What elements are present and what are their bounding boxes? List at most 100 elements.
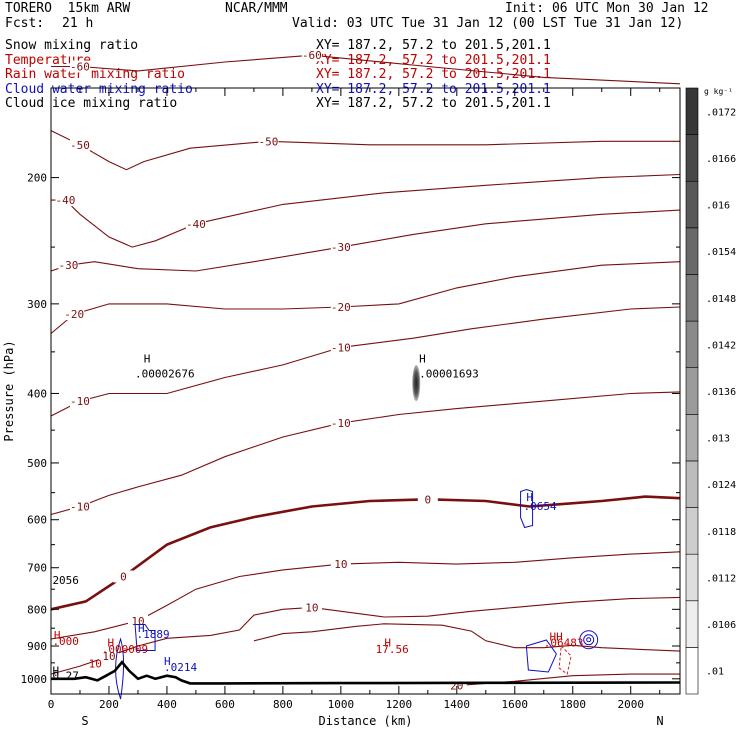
colorbar-label: .0118: [706, 527, 736, 538]
contour-label: 0: [120, 571, 127, 584]
colorbar-label: .0154: [706, 247, 736, 258]
extremum-label: H: [144, 352, 151, 365]
contour-label: 10: [305, 601, 318, 614]
x-tick-label: 800: [273, 698, 293, 711]
colorbar-label: .0142: [706, 340, 736, 351]
extremum-label: .00002676: [135, 367, 195, 380]
y-tick-label: 600: [27, 514, 47, 527]
extremum-label: 2056: [52, 574, 79, 587]
extremum-label: H: [138, 622, 145, 635]
contour-label: 10: [102, 650, 115, 663]
south-label: S: [81, 714, 88, 728]
y-axis-label: Pressure (hPa): [2, 340, 16, 441]
colorbar-label: .0148: [706, 294, 736, 305]
contour-label: -30: [331, 241, 351, 254]
contour-label-bg: [330, 558, 351, 571]
contour-label: -60: [70, 61, 90, 74]
extremum-label: .00001693: [419, 367, 479, 380]
colorbar-label: .0106: [706, 620, 736, 631]
temperature-contour: [50, 261, 681, 334]
y-tick-label: 500: [27, 457, 47, 470]
colorbar-label: .01: [706, 667, 724, 678]
contour-label: -60: [302, 49, 322, 62]
extremum-label: .06483: [544, 637, 584, 650]
colorbar-label: .013: [706, 434, 730, 445]
field-name: Rain water mixing ratio: [5, 67, 186, 82]
extremum-label: H: [164, 655, 171, 668]
contour-label-bg: [301, 49, 322, 62]
temperature-contour: [50, 495, 681, 611]
extremum-label: HH: [550, 630, 563, 643]
north-label: N: [656, 714, 663, 728]
colorbar-segment: [685, 414, 699, 462]
cloud-water-contour: [583, 634, 595, 646]
temperature-contour: [51, 173, 681, 248]
x-tick-label: 1800: [560, 698, 587, 711]
x-tick-label: 1600: [502, 698, 529, 711]
y-tick-label: 700: [27, 562, 47, 575]
temperature-contour: [50, 596, 681, 675]
contour-label: 0: [425, 493, 432, 506]
contour-label-bg: [301, 601, 322, 614]
field-name: Cloud ice mixing ratio: [5, 96, 178, 111]
temperature-contour: [50, 130, 680, 171]
contour-label: -10: [331, 341, 351, 354]
x-tick-label: 400: [157, 698, 177, 711]
field-range: XY= 187.2, 57.2 to 201.5,201.1: [316, 96, 551, 111]
extremum-label: .0654: [523, 500, 556, 513]
forecast-label: Fcst:: [5, 16, 45, 31]
contour-label-bg: [330, 300, 351, 313]
y-tick-label: 900: [27, 640, 47, 653]
extremum-label: .1889: [137, 628, 170, 641]
contour-label: -40: [186, 218, 206, 231]
contour-label-bg: [185, 217, 206, 230]
x-tick-label: 1400: [444, 698, 471, 711]
y-tick-label: 400: [27, 387, 47, 400]
x-axis-label: Distance (km): [319, 714, 413, 728]
contour-label-bg: [113, 570, 134, 583]
model-title: TORERO 15km ARW: [5, 1, 131, 16]
temperature-contour: [50, 209, 681, 272]
y-tick-label: 800: [27, 603, 47, 616]
y-tick-label: 300: [27, 298, 47, 311]
colorbar-label: .0166: [706, 154, 736, 165]
colorbar-segment: [685, 134, 699, 182]
contour-label-bg: [127, 614, 148, 627]
colorbar-unit: g kg⁻¹: [704, 87, 733, 96]
y-tick-label: 200: [27, 172, 47, 185]
colorbar-segment: [685, 553, 699, 602]
y-tick-label: 1000: [21, 673, 48, 686]
extremum-label: .000009: [102, 643, 148, 656]
contour-label-bg: [69, 60, 90, 73]
cloud-ice-max-shading: [412, 364, 421, 402]
contour-label: -50: [70, 139, 90, 152]
contour-label: -10: [331, 417, 351, 430]
contour-label-bg: [330, 241, 351, 254]
colorbar-label: .016: [706, 201, 730, 212]
contour-label-bg: [69, 138, 90, 151]
cloud-water-contour: [520, 488, 534, 529]
extremum-label: H: [526, 491, 533, 504]
colorbar-label: .0112: [706, 573, 736, 584]
forecast-hour: 21 h: [62, 16, 94, 31]
x-tick-label: 1000: [328, 698, 355, 711]
extremum-label: .000: [52, 635, 79, 648]
colorbar-segment: [685, 274, 699, 322]
contour-label-bg: [64, 308, 85, 321]
contour-label-bg: [58, 259, 79, 272]
contour-label-bg: [417, 493, 438, 506]
temperature-contour: [50, 391, 681, 516]
contour-label-bg: [69, 395, 90, 408]
rain-water-contour: [558, 644, 572, 675]
temperature-contour: [253, 623, 681, 652]
colorbar-segment: [685, 180, 699, 229]
colorbar-segment: [685, 647, 699, 695]
field-range: XY= 187.2, 57.2 to 201.5,201.1: [316, 38, 551, 53]
x-tick-label: 600: [215, 698, 235, 711]
field-name: Cloud water mixing ratio: [5, 81, 193, 97]
x-tick-label: 0: [48, 698, 55, 711]
contour-label: -10: [70, 500, 90, 513]
colorbar-segment: [685, 320, 699, 368]
contour-label-bg: [69, 500, 90, 513]
